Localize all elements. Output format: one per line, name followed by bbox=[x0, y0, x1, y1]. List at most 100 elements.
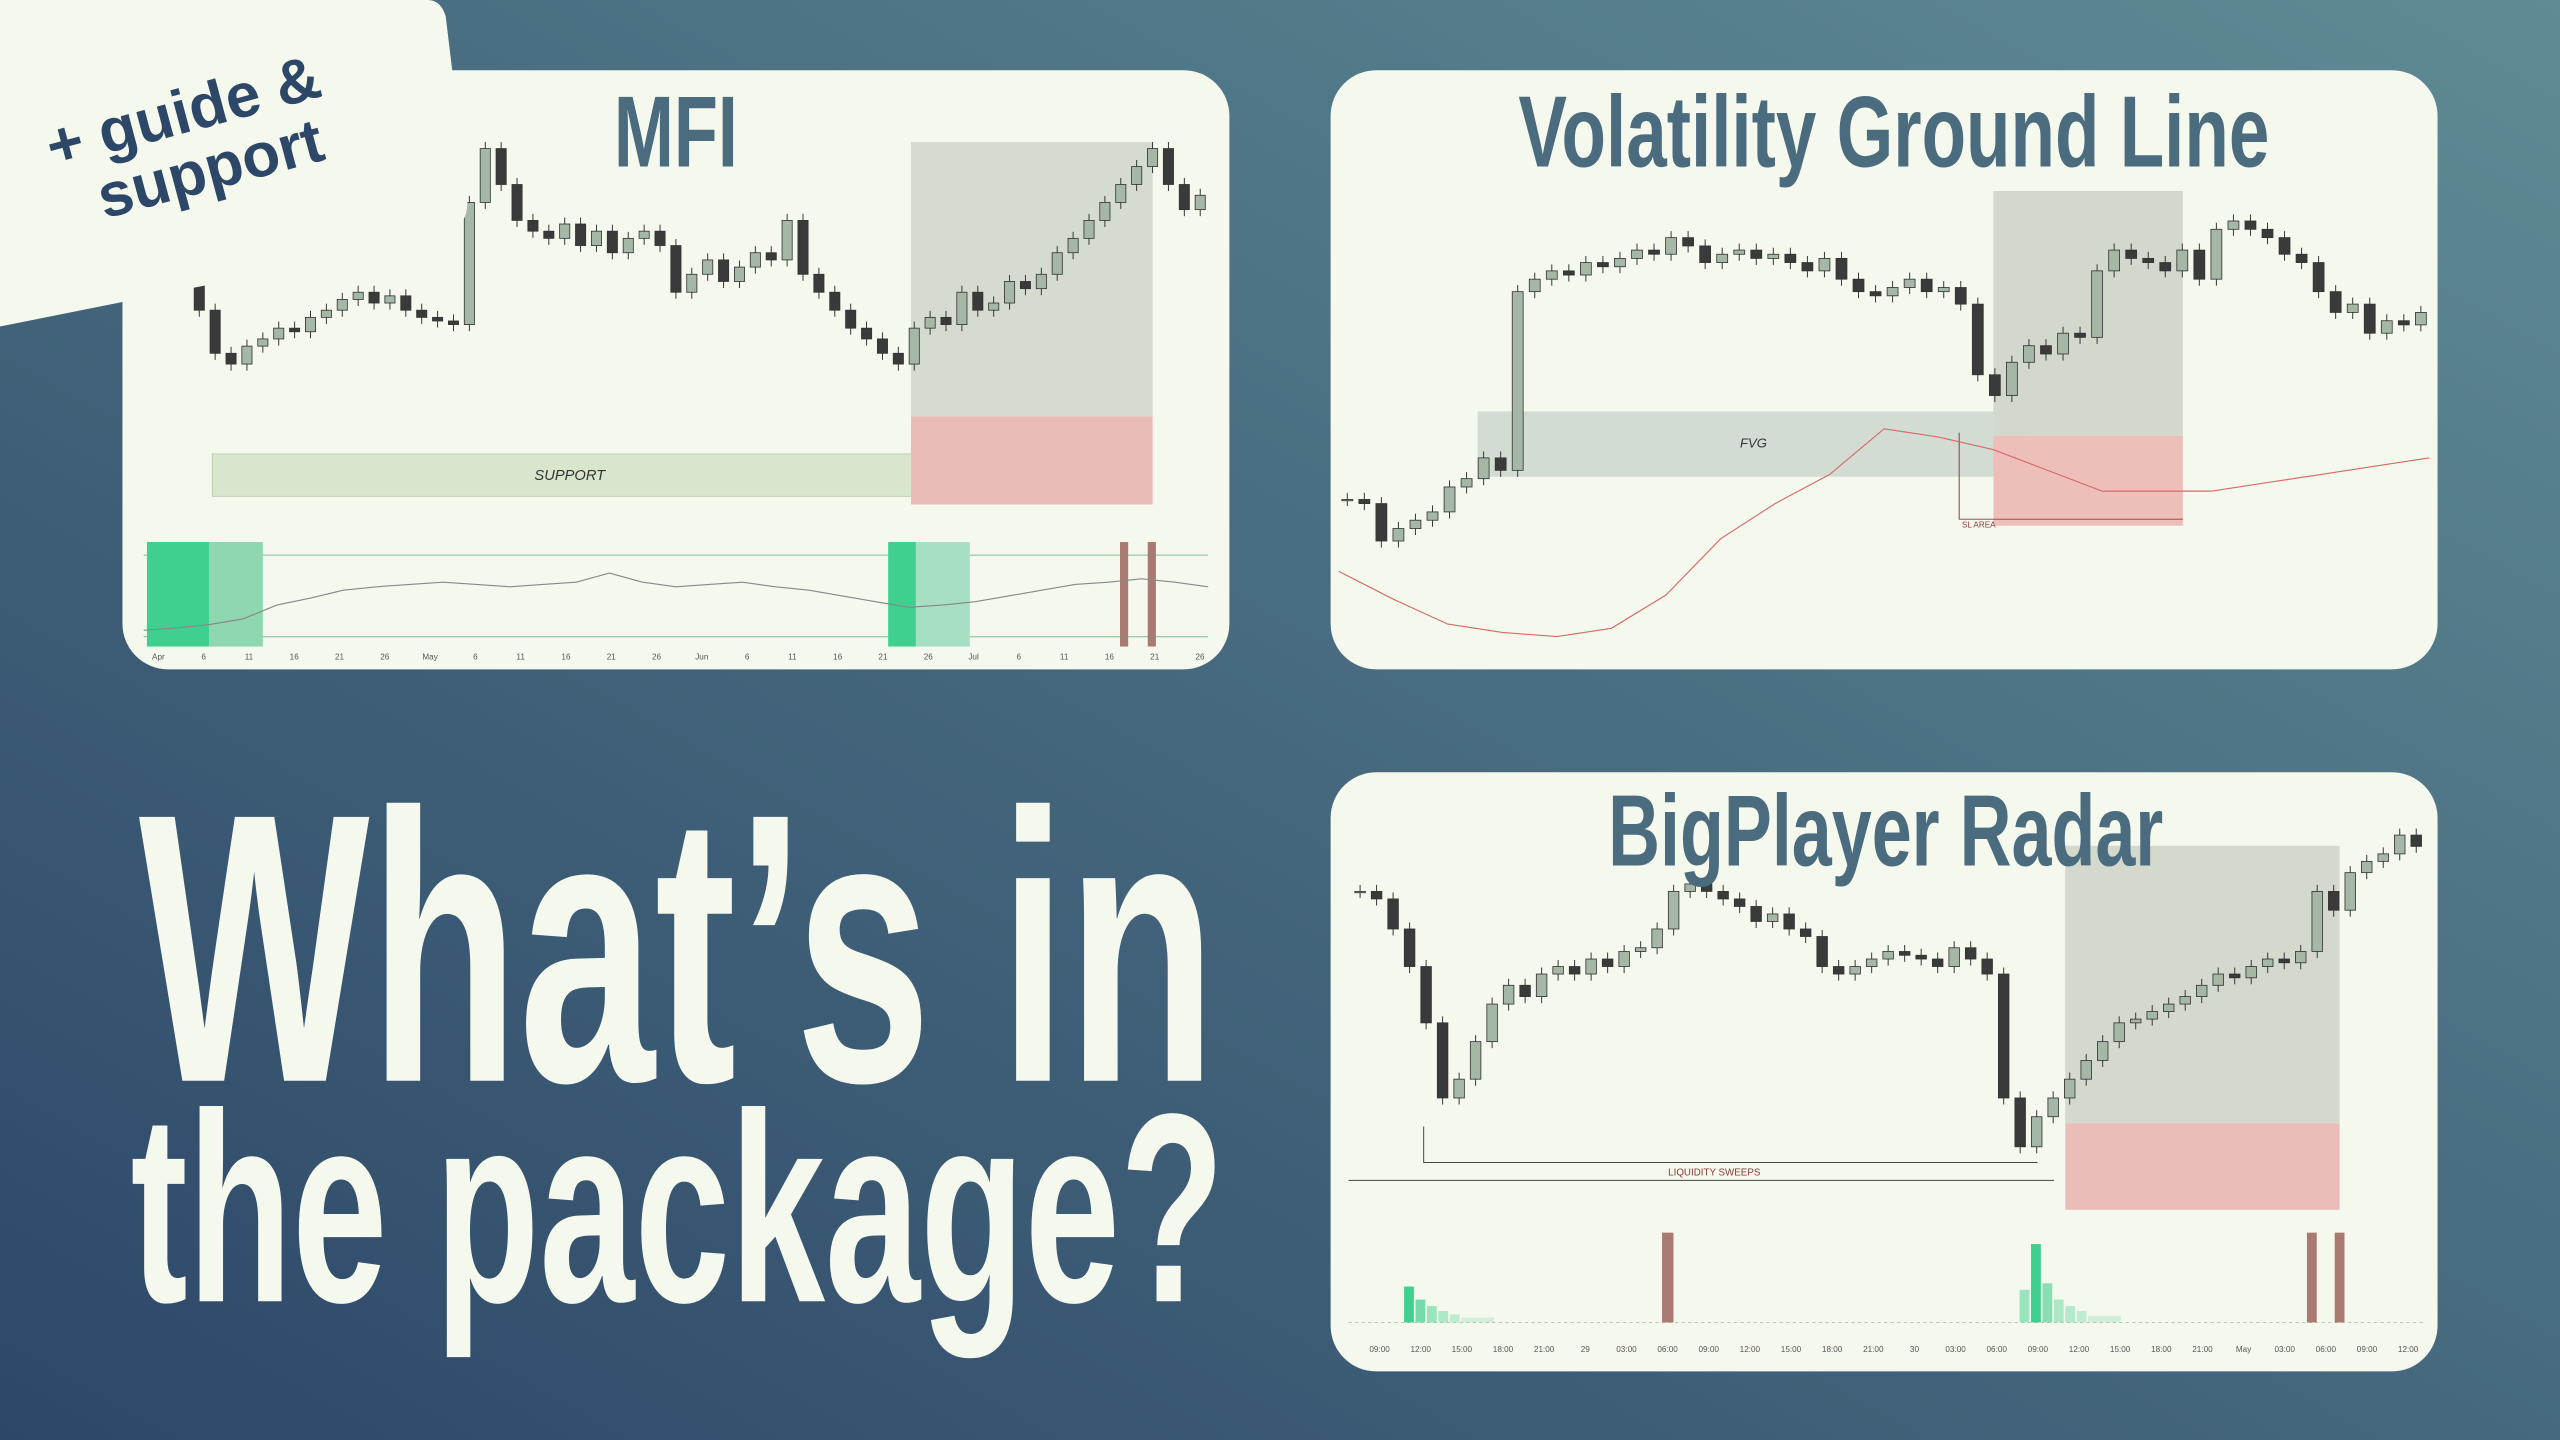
candle bbox=[861, 327, 873, 340]
ground-line bbox=[1338, 428, 2430, 638]
candle bbox=[1443, 486, 1456, 513]
candle bbox=[2344, 872, 2356, 911]
candle bbox=[463, 202, 475, 325]
x-tick-label: 18:00 bbox=[2151, 1345, 2172, 1354]
mfi-signal bbox=[888, 542, 916, 647]
annotation: SUPPORT bbox=[534, 468, 606, 484]
candle bbox=[956, 291, 968, 325]
candle bbox=[1469, 1041, 1482, 1080]
candle bbox=[2278, 237, 2291, 255]
candle bbox=[1004, 281, 1016, 304]
candle bbox=[1964, 947, 1977, 960]
candle bbox=[2030, 1116, 2043, 1148]
candle bbox=[702, 259, 714, 275]
candle bbox=[527, 220, 539, 232]
candle bbox=[1562, 270, 1575, 276]
candle bbox=[241, 345, 253, 365]
candle bbox=[1552, 966, 1564, 975]
candle bbox=[1886, 287, 1899, 297]
candle bbox=[1801, 262, 1814, 272]
candle bbox=[1194, 194, 1206, 211]
candle bbox=[2363, 303, 2376, 334]
candle bbox=[1631, 249, 1643, 259]
volume-bars bbox=[1404, 1244, 2121, 1323]
candle bbox=[2278, 958, 2290, 964]
candle bbox=[1733, 898, 1746, 907]
x-tick-label: Jul bbox=[968, 653, 979, 662]
candle bbox=[1486, 1003, 1498, 1043]
candle bbox=[988, 302, 1000, 311]
candle bbox=[2193, 249, 2206, 280]
target-zone bbox=[2065, 845, 2340, 1124]
candle bbox=[2125, 249, 2138, 259]
x-tick-label: 30 bbox=[1910, 1345, 1920, 1354]
x-tick-label: 21 bbox=[1150, 653, 1160, 662]
x-tick-label: Jun bbox=[695, 653, 708, 662]
candle bbox=[2091, 270, 2103, 338]
candle bbox=[1667, 891, 1680, 930]
candle bbox=[2064, 1078, 2076, 1099]
candle bbox=[1511, 291, 1524, 471]
headline: the package? bbox=[131, 1058, 1225, 1360]
badge bbox=[0, 0, 468, 327]
candle bbox=[2080, 1060, 2092, 1080]
candle bbox=[1750, 906, 1762, 922]
candle bbox=[1375, 503, 1388, 542]
candle bbox=[2261, 228, 2274, 239]
x-tick-label: 12:00 bbox=[1411, 1345, 1432, 1354]
candle bbox=[1699, 245, 1712, 263]
mfi-signal bbox=[1147, 542, 1156, 647]
candle bbox=[2113, 1022, 2125, 1043]
candle bbox=[1634, 947, 1647, 952]
candle bbox=[2047, 1097, 2059, 1118]
candle bbox=[368, 291, 380, 304]
x-tick-label: 06:00 bbox=[2316, 1345, 2337, 1354]
support-zone bbox=[211, 453, 928, 497]
candle bbox=[2159, 262, 2172, 272]
candle bbox=[1341, 499, 1354, 502]
candle bbox=[2179, 996, 2191, 1005]
candle bbox=[1717, 891, 1729, 900]
candle bbox=[2023, 345, 2035, 363]
candle bbox=[447, 320, 459, 325]
candle bbox=[1700, 883, 1713, 892]
candle bbox=[1545, 270, 1558, 280]
target-zone bbox=[911, 142, 1153, 417]
x-tick-label: 21 bbox=[335, 653, 345, 662]
candle bbox=[2108, 249, 2120, 272]
candle bbox=[797, 220, 809, 275]
x-tick-label: 18:00 bbox=[1493, 1345, 1514, 1354]
candle bbox=[686, 273, 698, 293]
fvg-zone bbox=[1477, 411, 2030, 477]
candle bbox=[718, 259, 730, 282]
candle bbox=[1162, 148, 1174, 185]
candle bbox=[1083, 220, 1095, 239]
candle bbox=[1131, 166, 1143, 185]
candle bbox=[2377, 853, 2389, 862]
candle bbox=[1818, 257, 1831, 272]
candle bbox=[495, 148, 507, 185]
candle bbox=[845, 309, 857, 329]
candle bbox=[2346, 303, 2359, 313]
candle bbox=[1528, 278, 1541, 293]
candle bbox=[1767, 253, 1780, 259]
x-tick-label: 6 bbox=[473, 653, 478, 662]
candle bbox=[733, 266, 745, 282]
candle bbox=[2212, 973, 2224, 986]
candle bbox=[1981, 958, 1993, 975]
candle bbox=[1115, 184, 1127, 203]
candle bbox=[273, 327, 285, 340]
candle bbox=[2394, 834, 2406, 855]
candle bbox=[1799, 928, 1812, 937]
x-tick-label: 26 bbox=[924, 653, 934, 662]
candle bbox=[892, 352, 904, 365]
candle bbox=[1426, 511, 1439, 521]
candle bbox=[2163, 1003, 2175, 1012]
x-tick-label: 21:00 bbox=[1863, 1345, 1884, 1354]
sweep-line bbox=[1423, 1126, 2038, 1163]
candle bbox=[1585, 958, 1597, 975]
candle bbox=[2329, 291, 2342, 313]
x-tick-label: 12:00 bbox=[2069, 1345, 2090, 1354]
